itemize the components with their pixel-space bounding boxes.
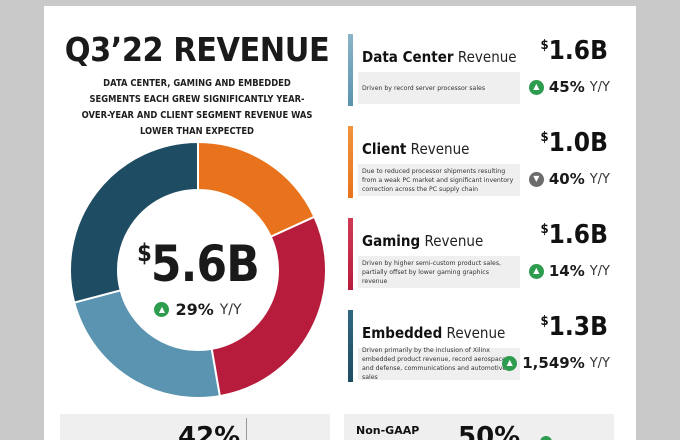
bottom-left-value: 42%	[178, 422, 241, 440]
segment-name: Client Revenue	[362, 140, 470, 158]
segment-card: Embedded Revenue $1.3B Driven primarily by…	[348, 310, 612, 382]
segment-yy-label: Y/Y	[589, 263, 610, 279]
segment-amount: $1.3B	[540, 312, 608, 342]
total-revenue: $5.6B	[127, 225, 270, 292]
segment-color-bar	[348, 310, 353, 382]
segment-card: Client Revenue $1.0B Due to reduced proces…	[348, 126, 612, 198]
segment-pct: 40%	[548, 170, 585, 188]
down-arrow-icon: ▼	[528, 171, 544, 187]
segment-yy-label: Y/Y	[589, 79, 610, 95]
segment-pct: 1,549%	[522, 354, 585, 372]
segment-yy-label: Y/Y	[589, 171, 610, 187]
total-yy-row: ▲ 29% Y/Y	[117, 300, 279, 319]
up-arrow-icon: ▲	[154, 302, 170, 317]
segment-color-bar	[348, 218, 353, 290]
segment-yy: ▲ 14% Y/Y	[528, 262, 610, 280]
donut-center: $5.6B ▲ 29% Y/Y	[117, 225, 279, 319]
segment-card: Gaming Revenue $1.6B Driven by higher semi…	[348, 218, 612, 290]
segment-description: Driven by higher semi-custom product sal…	[358, 256, 520, 288]
bottom-right-label: Non-GAAP	[356, 424, 420, 437]
segment-pct: 14%	[548, 262, 585, 280]
segment-description: Driven primarily by the inclusion of Xil…	[358, 347, 520, 381]
segment-description: Driven by record server processor sales	[358, 72, 520, 104]
segment-amount: $1.6B	[540, 220, 608, 250]
segment-description: Due to reduced processor shipments resul…	[358, 164, 520, 196]
page-subtitle: DATA CENTER, GAMING AND EMBEDDED SEGMENT…	[81, 78, 313, 137]
total-currency: $	[137, 239, 152, 267]
segment-amount: $1.6B	[540, 36, 608, 66]
segment-pct: 45%	[548, 78, 585, 96]
bottom-left-metric: 42%	[60, 414, 330, 440]
segment-name: Data Center Revenue	[362, 48, 517, 66]
up-arrow-icon	[540, 436, 552, 440]
up-arrow-icon: ▲	[528, 263, 544, 279]
bottom-right-metric: Non-GAAP 50%	[344, 414, 614, 440]
donut-slice-gaming	[210, 215, 327, 398]
bottom-right-value: 50%	[458, 422, 521, 440]
segment-name: Embedded Revenue	[362, 324, 506, 342]
segment-yy: ▲ 45% Y/Y	[528, 78, 610, 96]
page-title: Q3’22 REVENUE	[64, 30, 330, 69]
segment-color-bar	[348, 34, 353, 106]
donut-slice-data-center	[69, 140, 199, 304]
segment-yy: ▼ 40% Y/Y	[528, 170, 610, 188]
segment-color-bar	[348, 126, 353, 198]
segment-amount: $1.0B	[540, 128, 608, 158]
segment-yy: ▲ 1,549% Y/Y	[502, 354, 610, 372]
segment-name: Gaming Revenue	[362, 232, 484, 250]
bottom-left-divider	[246, 418, 247, 440]
segment-yy-label: Y/Y	[589, 355, 610, 371]
up-arrow-icon: ▲	[502, 355, 518, 371]
segment-card: Data Center Revenue $1.6B Driven by record…	[348, 34, 612, 106]
total-pct: 29%	[175, 300, 214, 319]
total-amount: 5.6B	[150, 235, 260, 293]
donut-slice-embedded	[72, 289, 221, 399]
total-yy-label: Y/Y	[219, 301, 242, 318]
up-arrow-icon: ▲	[528, 79, 544, 95]
